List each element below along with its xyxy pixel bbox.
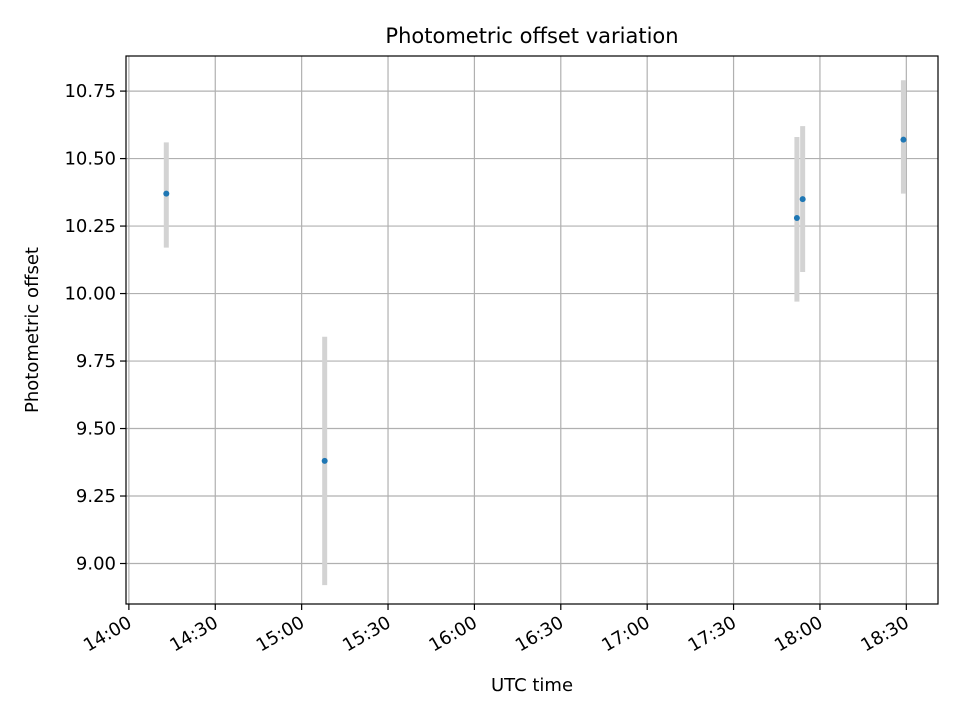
y-axis-title: Photometric offset: [22, 247, 43, 413]
data-point: [793, 214, 800, 221]
data-point: [163, 190, 170, 197]
data-point: [900, 136, 907, 143]
y-tick-label: 9.50: [76, 419, 116, 440]
data-point: [799, 196, 806, 203]
y-tick-label: 10.75: [64, 81, 116, 102]
y-tick-label: 9.75: [76, 351, 116, 372]
data-point: [321, 457, 328, 464]
plot-frame: [125, 55, 939, 605]
point-layer: [163, 136, 907, 464]
y-tick-label: 9.00: [76, 554, 116, 575]
grid-layer: [126, 56, 938, 604]
y-tick-label: 10.50: [64, 149, 116, 170]
y-tick-label: 9.25: [76, 486, 116, 507]
chart-title: Photometric offset variation: [385, 24, 678, 48]
x-axis-title: UTC time: [491, 675, 573, 696]
y-tick-label: 10.00: [64, 284, 116, 305]
y-tick-label: 10.25: [64, 216, 116, 237]
